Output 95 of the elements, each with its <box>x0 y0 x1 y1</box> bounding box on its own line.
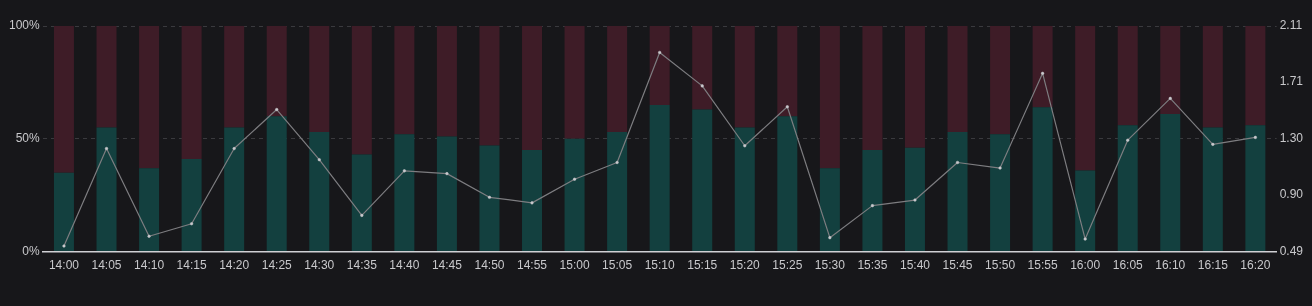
bar <box>1202 127 1223 252</box>
bar <box>394 134 415 252</box>
bar <box>309 132 330 252</box>
bar <box>819 168 840 252</box>
bar <box>53 172 74 252</box>
y2-tick-label: 0.90 <box>1279 186 1304 201</box>
bar <box>777 116 798 252</box>
x-tick-label: 14:05 <box>91 258 122 273</box>
x-tick-label: 15:00 <box>559 258 590 273</box>
bar <box>53 26 74 173</box>
bar <box>522 150 543 252</box>
bar <box>734 26 755 128</box>
bar <box>1075 170 1096 252</box>
bar <box>607 26 628 133</box>
bar <box>1075 26 1096 171</box>
bar <box>522 26 543 151</box>
bar <box>224 26 245 128</box>
bar <box>224 127 245 252</box>
bar <box>1160 113 1181 252</box>
bar <box>1160 26 1181 114</box>
x-tick-label: 14:10 <box>134 258 165 273</box>
bar <box>266 116 287 252</box>
bar <box>96 127 117 252</box>
bar <box>266 26 287 117</box>
bar <box>394 26 415 135</box>
bar <box>904 26 925 148</box>
bar <box>1202 26 1223 128</box>
bar <box>436 136 457 252</box>
bar <box>351 154 372 252</box>
bar <box>947 26 968 133</box>
bar <box>947 132 968 252</box>
bar <box>862 150 883 252</box>
bar <box>181 26 202 160</box>
x-tick-label: 15:45 <box>942 258 973 273</box>
x-tick-label: 15:30 <box>814 258 846 273</box>
bar <box>607 132 628 252</box>
x-tick-label: 16:00 <box>1070 258 1101 273</box>
x-tick-label: 14:45 <box>431 258 463 273</box>
y2-tick-label: 1.30 <box>1279 131 1304 146</box>
bar <box>139 26 160 169</box>
x-tick-label: 14:30 <box>304 258 335 273</box>
bar <box>309 26 330 133</box>
bar <box>139 168 160 252</box>
bar <box>479 145 500 252</box>
bar <box>649 26 670 105</box>
bar <box>692 26 713 110</box>
bar <box>990 26 1011 135</box>
bar <box>564 138 585 252</box>
bar <box>862 26 883 151</box>
bar <box>819 26 840 169</box>
x-tick-label: 15:20 <box>729 258 761 273</box>
x-tick-label: 16:10 <box>1155 258 1186 273</box>
x-tick-label: 15:40 <box>899 258 931 273</box>
x-tick-label: 14:55 <box>517 258 548 273</box>
bar <box>1245 125 1266 252</box>
bar <box>777 26 798 117</box>
bar <box>990 134 1011 252</box>
bar <box>1117 26 1138 126</box>
x-tick-label: 15:35 <box>857 258 888 273</box>
x-tick-label: 14:35 <box>346 258 378 273</box>
x-tick-label: 14:50 <box>474 258 505 273</box>
bar <box>181 159 202 252</box>
bar <box>649 104 670 252</box>
bar <box>734 127 755 252</box>
bar <box>564 26 585 139</box>
x-tick-label: 14:25 <box>261 258 293 273</box>
bar <box>479 26 500 146</box>
bar <box>1245 26 1266 126</box>
x-tick-label: 15:10 <box>644 258 676 273</box>
x-tick-label: 15:50 <box>985 258 1016 273</box>
bar <box>904 147 925 252</box>
y2-tick-label: 0.49 <box>1279 243 1304 258</box>
x-tick-label: 14:40 <box>389 258 420 273</box>
bar <box>351 26 372 155</box>
bar <box>436 26 457 137</box>
x-tick-label: 14:20 <box>219 258 250 273</box>
x-tick-label: 15:05 <box>602 258 633 273</box>
y2-tick-label: 1.71 <box>1279 74 1304 89</box>
bar <box>1032 107 1053 252</box>
bar <box>1117 125 1138 252</box>
bar <box>96 26 117 128</box>
x-tick-label: 14:15 <box>176 258 207 273</box>
bar <box>692 109 713 252</box>
x-tick-label: 15:15 <box>687 258 718 273</box>
x-tick-label: 16:15 <box>1197 258 1229 273</box>
y-tick-label: 50% <box>15 131 41 146</box>
y-tick-label: 0% <box>22 243 41 258</box>
y2-tick-label: 2.11 <box>1279 18 1303 33</box>
y-tick-label: 100% <box>8 18 41 33</box>
bar <box>1032 26 1053 108</box>
x-tick-label: 15:55 <box>1027 258 1058 273</box>
x-tick-label: 14:00 <box>48 258 80 273</box>
x-tick-label: 16:05 <box>1112 258 1144 273</box>
x-tick-label: 16:20 <box>1240 258 1271 273</box>
x-tick-label: 15:25 <box>772 258 803 273</box>
